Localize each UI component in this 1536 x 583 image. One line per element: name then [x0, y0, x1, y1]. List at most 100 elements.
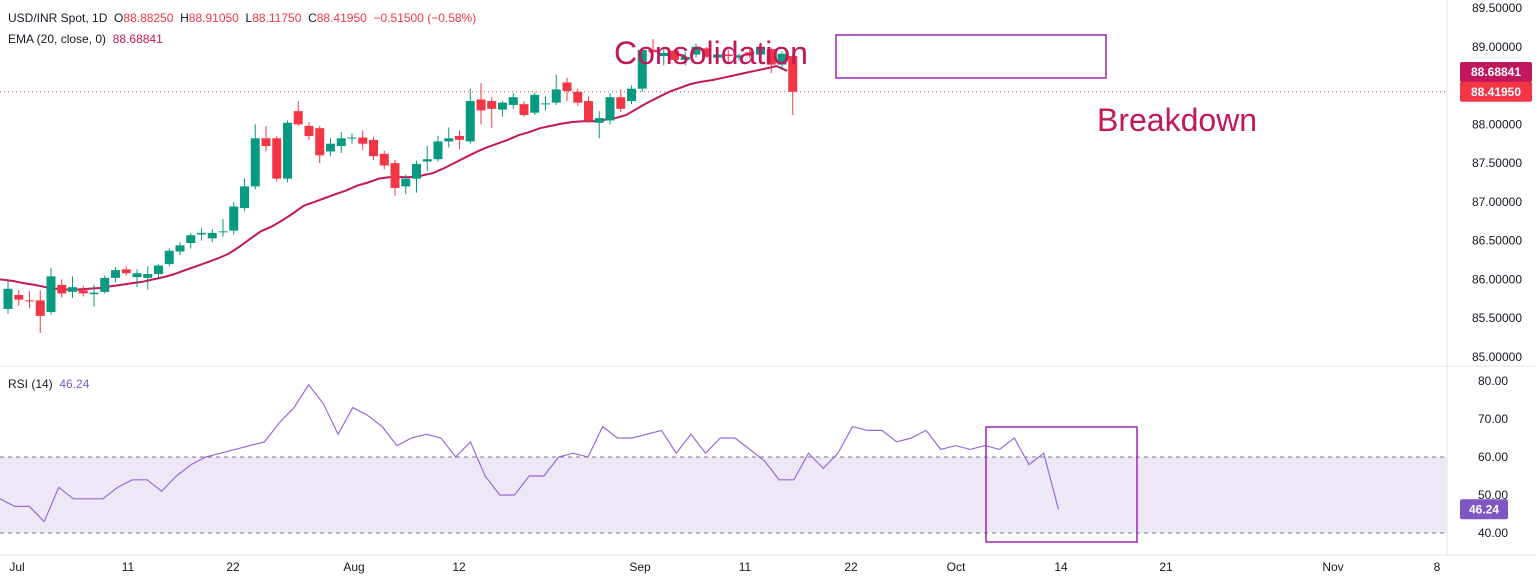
candle — [412, 160, 421, 193]
candle — [57, 279, 67, 298]
rsi-legend: RSI (14) 46.24 — [8, 377, 89, 391]
candle-body — [573, 91, 583, 103]
candle-body — [659, 52, 669, 57]
candle-body — [530, 94, 540, 113]
candle — [68, 276, 77, 299]
close-label: C — [308, 11, 317, 25]
candle — [100, 275, 110, 294]
low-value: 88.11750 — [252, 11, 302, 25]
candle-body — [422, 159, 432, 162]
candle-body — [551, 89, 561, 103]
candle-body — [57, 284, 67, 294]
ema-price-tag-bg — [1460, 62, 1532, 82]
candle-body — [541, 103, 550, 105]
candle-body — [487, 101, 497, 109]
rsi-path — [0, 383, 1059, 523]
candle — [143, 266, 153, 290]
time-tick-label: 8 — [1434, 560, 1441, 574]
candle — [444, 127, 454, 148]
last-price-tag-bg — [1460, 81, 1532, 102]
price-axis: 89.5000089.0000088.5000088.0000087.50000… — [1460, 1, 1532, 540]
candle-body — [680, 56, 690, 60]
candle — [132, 269, 142, 288]
rsi-tick-label: 80.00 — [1478, 374, 1508, 388]
candle-body — [272, 138, 282, 179]
candle-body — [164, 250, 174, 264]
candle — [3, 280, 13, 314]
time-tick-label: 22 — [844, 560, 858, 574]
price-tick-label: 86.50000 — [1472, 234, 1522, 248]
candle-body — [261, 138, 271, 147]
time-tick-label: 22 — [226, 560, 240, 574]
candle-body — [197, 232, 206, 235]
candle — [723, 49, 733, 63]
candle — [422, 146, 432, 171]
time-tick-label: Oct — [947, 560, 966, 574]
candle-body — [315, 128, 325, 156]
price-tick-label: 87.00000 — [1472, 195, 1522, 209]
candle — [551, 74, 561, 105]
candle-body — [498, 102, 507, 110]
last-price-tag-text: 88.41950 — [1471, 85, 1521, 99]
candle — [594, 111, 604, 139]
candle — [562, 77, 572, 102]
candle-body — [35, 300, 45, 316]
candle-body — [777, 53, 787, 65]
candle-body — [670, 50, 679, 60]
candle — [777, 51, 787, 71]
last-price-tag: 88.41950 — [1460, 81, 1532, 102]
candle-body — [412, 163, 421, 179]
candle-body — [476, 99, 486, 111]
candle — [293, 101, 303, 126]
price-tick-label: 89.50000 — [1472, 1, 1522, 15]
low-label: L — [245, 11, 253, 25]
candle — [250, 124, 260, 190]
candle-body — [78, 290, 88, 294]
candle-body — [455, 135, 464, 140]
time-tick-label: 11 — [122, 560, 135, 574]
high-label: H — [180, 11, 189, 25]
price-tick-label: 88.00000 — [1472, 117, 1522, 131]
candle — [78, 285, 88, 297]
candle-body — [465, 101, 475, 142]
candle-body — [240, 186, 249, 209]
candle-body — [293, 111, 303, 125]
price-tick-label: 89.00000 — [1472, 40, 1522, 54]
candle-body — [336, 138, 346, 147]
candle-body — [186, 235, 196, 243]
candle — [46, 267, 56, 315]
candle-body — [379, 153, 389, 166]
candle — [745, 49, 755, 59]
candle — [261, 125, 271, 152]
candle-body — [229, 206, 239, 231]
time-tick-label: 11 — [739, 560, 752, 574]
candle — [347, 133, 357, 144]
time-tick-label: Aug — [343, 560, 364, 574]
time-tick-label: 14 — [1054, 560, 1068, 574]
rsi-line — [0, 383, 1059, 523]
candle-body — [14, 294, 24, 300]
time-tick-label: Sep — [629, 560, 651, 574]
candle-body — [508, 97, 518, 105]
candle-body — [111, 270, 120, 278]
candle — [573, 88, 583, 106]
rsi-legend-value: 46.24 — [59, 377, 90, 391]
rsi-value-tag: 46.24 — [1460, 499, 1508, 520]
candle-body — [756, 46, 765, 55]
breakdown-label: Breakdown — [1097, 102, 1257, 138]
price-tick-label: 86.00000 — [1472, 272, 1522, 286]
candle — [487, 97, 497, 129]
open-label: O — [114, 11, 124, 25]
rsi-legend-label: RSI (14) — [8, 377, 53, 391]
candle — [379, 150, 389, 170]
candle — [14, 290, 24, 306]
candle-body — [401, 178, 411, 187]
candle — [154, 263, 163, 278]
candle — [175, 242, 185, 256]
candle — [35, 290, 45, 333]
candle — [734, 53, 744, 61]
candle — [272, 135, 282, 182]
candle-body — [132, 273, 142, 278]
candle-body — [283, 122, 292, 179]
time-tick-label: 21 — [1159, 560, 1173, 574]
